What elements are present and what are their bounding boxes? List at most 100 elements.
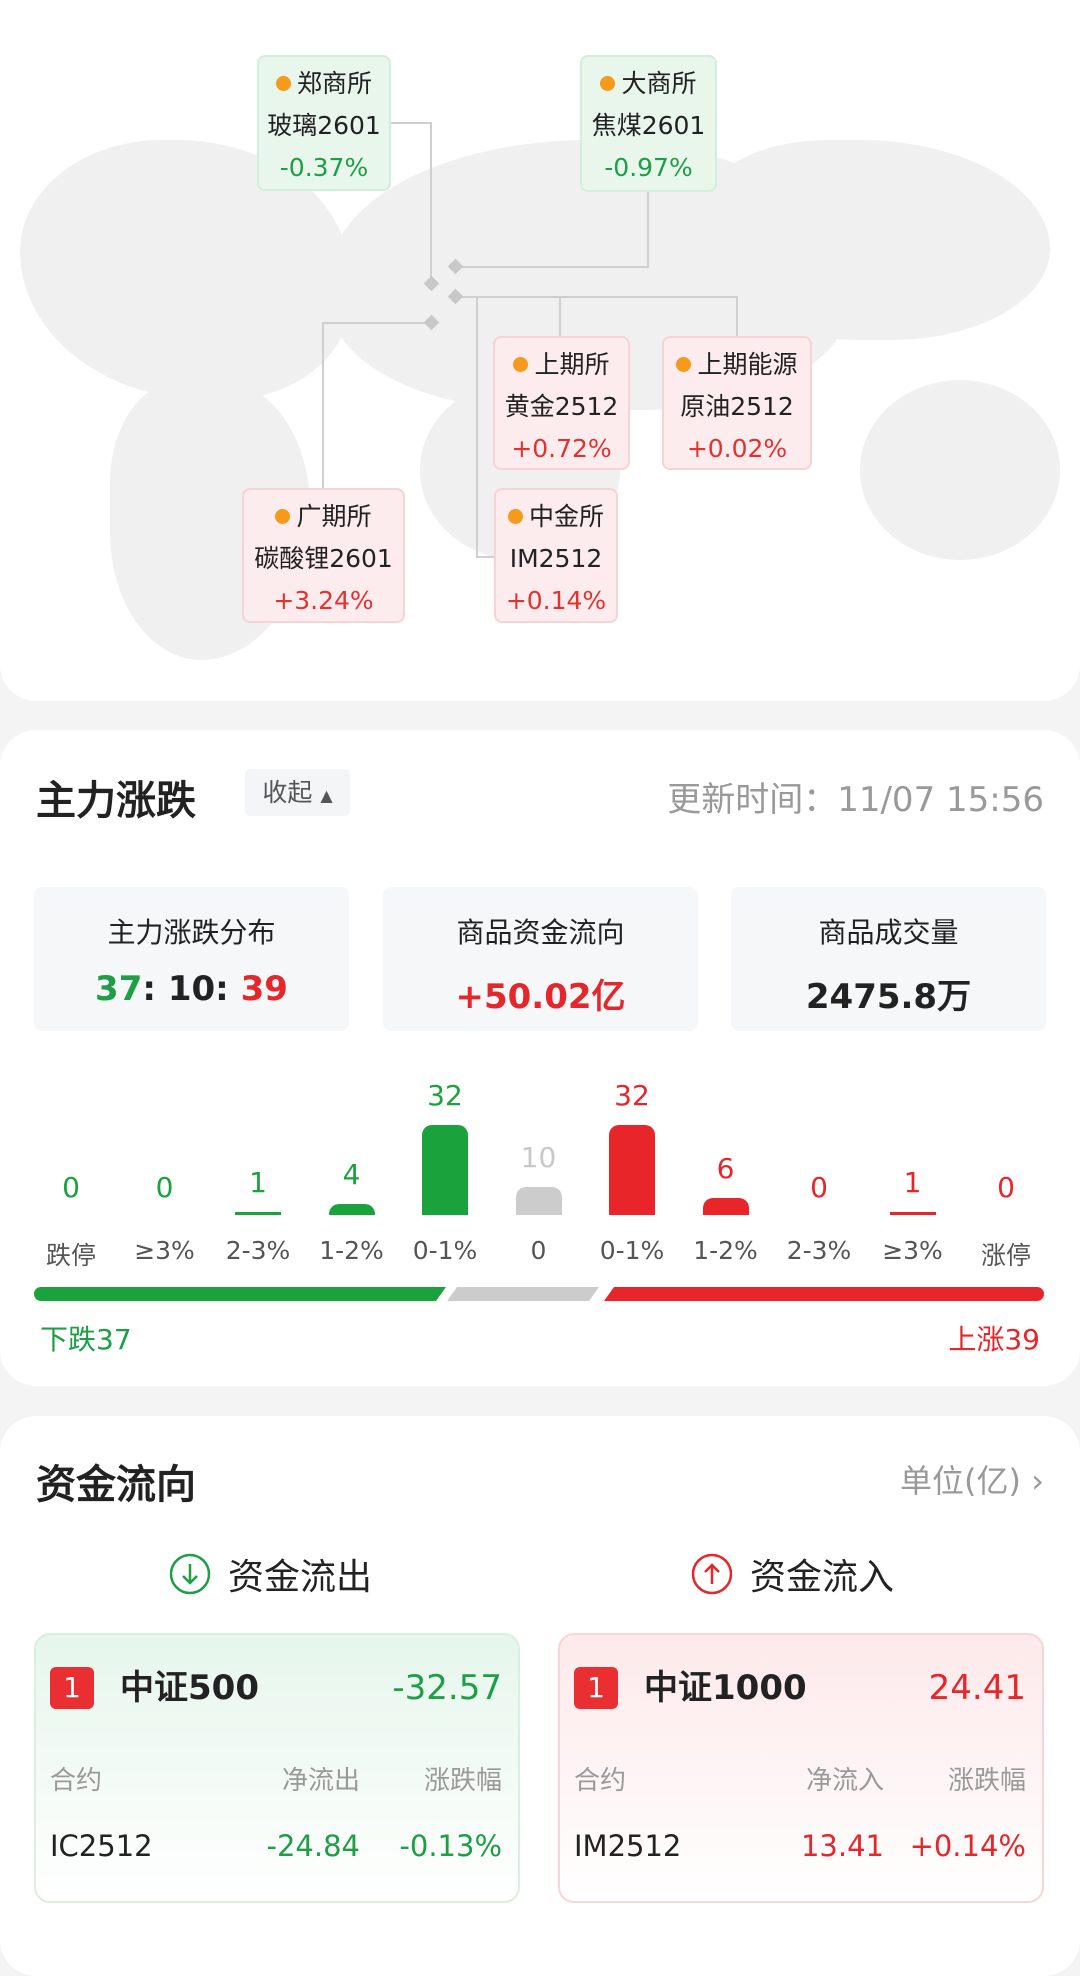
net-flow: 13.41 <box>800 1829 884 1863</box>
bar-count-label: 10 <box>520 1140 557 1174</box>
change-percent: +0.14% <box>909 1829 1026 1863</box>
contract-name: 焦煤2601 <box>591 111 706 140</box>
stat-distribution: 主力涨跌分布 37: 10: 39 <box>34 887 349 1031</box>
status-dot-icon <box>513 357 529 372</box>
col-net-flow: 净流出 <box>281 1766 360 1796</box>
change-percent: +3.24% <box>273 586 374 615</box>
contract-code: IC2512 <box>50 1829 153 1863</box>
category-label: ≥3% <box>134 1236 195 1265</box>
inflow-header: 资金流入 <box>690 1552 894 1598</box>
index-flow-value: 24.41 <box>928 1668 1026 1708</box>
stat-fund-flow: 商品资金流向 +50.02亿 <box>383 887 698 1031</box>
category-label: 涨停 <box>980 1241 1031 1270</box>
rise-fall-card <box>0 730 1080 1386</box>
stat-label: 商品资金流向 <box>456 916 625 949</box>
category-label: 0 <box>530 1236 547 1265</box>
exchange-name: 大商所 <box>621 69 697 98</box>
unit-link[interactable]: 单位(亿) › <box>900 1456 1044 1502</box>
bar-6 <box>609 1125 655 1215</box>
inflow-label: 资金流入 <box>750 1557 895 1598</box>
exchange-name: 上期所 <box>534 350 610 379</box>
bar-count-label: 0 <box>810 1171 828 1204</box>
separator: : <box>215 969 229 1009</box>
collapse-label: 收起 <box>262 778 313 807</box>
bar-5 <box>515 1186 562 1215</box>
col-change: 涨跌幅 <box>947 1766 1026 1796</box>
chevron-right-icon: › <box>1031 1462 1044 1500</box>
category-label: 跌停 <box>45 1241 96 1270</box>
change-percent: -0.97% <box>604 153 693 182</box>
bar-count-label: 1 <box>903 1166 922 1199</box>
flat-segment <box>447 1287 599 1301</box>
exchange-card-shfe[interactable]: 上期所 黄金2512 +0.72% <box>493 336 630 470</box>
col-net-flow: 净流入 <box>805 1766 884 1796</box>
caret-up-icon: ▲ <box>320 786 333 805</box>
stat-label: 商品成交量 <box>818 916 959 949</box>
stat-label: 主力涨跌分布 <box>107 916 276 949</box>
separator: : <box>142 969 156 1009</box>
category-label: 2-3% <box>786 1236 852 1265</box>
bar-2 <box>235 1212 281 1215</box>
rise-total: 上涨39 <box>948 1323 1040 1356</box>
bar-count-label: 0 <box>62 1171 80 1204</box>
change-percent: +0.72% <box>511 434 612 463</box>
change-percent: +0.14% <box>505 586 607 615</box>
net-flow: -24.84 <box>266 1829 361 1863</box>
exchange-name: 中金所 <box>528 502 604 531</box>
inflow-card[interactable]: 1 中证1000 24.41 合约 净流入 涨跌幅 IM2512 13.41 +… <box>558 1633 1044 1903</box>
contract-name: 原油2512 <box>680 392 794 421</box>
index-name: 中证1000 <box>644 1668 807 1708</box>
up-count: 39 <box>240 969 288 1009</box>
bar-count-label: 32 <box>614 1079 650 1112</box>
rank-badge: 1 <box>50 1667 94 1709</box>
category-label: ≥3% <box>882 1236 943 1265</box>
status-dot-icon <box>676 357 692 372</box>
bar-4 <box>422 1125 468 1215</box>
col-contract: 合约 <box>50 1766 103 1796</box>
exchange-card-zce[interactable]: 郑商所 玻璃2601 -0.37% <box>257 55 391 191</box>
contract-name: 玻璃2601 <box>267 111 381 140</box>
bar-9 <box>889 1212 936 1215</box>
bar-3 <box>328 1203 375 1215</box>
outflow-label: 资金流出 <box>228 1557 373 1598</box>
arrow-up-circle-icon <box>691 1553 733 1595</box>
rise-fall-ratio-bar <box>34 1287 1044 1301</box>
status-dot-icon <box>507 509 523 524</box>
rise-segment <box>604 1287 1044 1301</box>
section-title: 资金流向 <box>36 1462 196 1508</box>
flat-count: 10 <box>167 969 216 1009</box>
status-dot-icon <box>275 509 291 524</box>
rank-badge: 1 <box>574 1667 618 1709</box>
fall-total: 下跌37 <box>40 1323 132 1356</box>
contract-name: 碳酸锂2601 <box>254 544 393 573</box>
exchange-card-ine[interactable]: 上期能源 原油2512 +0.02% <box>662 336 812 470</box>
category-label: 0-1% <box>599 1236 665 1265</box>
change-percent: +0.02% <box>686 434 788 463</box>
bar-count-label: 1 <box>249 1166 267 1199</box>
bar-count-label: 0 <box>155 1171 174 1204</box>
stat-value: 2475.8万 <box>805 977 972 1017</box>
outflow-header: 资金流出 <box>168 1552 372 1598</box>
col-contract: 合约 <box>574 1766 627 1796</box>
bar-count-label: 0 <box>997 1171 1015 1204</box>
exchange-card-gfex[interactable]: 广期所 碳酸锂2601 +3.24% <box>242 488 405 623</box>
bar-count-label: 32 <box>427 1079 463 1112</box>
outflow-card[interactable]: 1 中证500 -32.57 合约 净流出 涨跌幅 IC2512 -24.84 … <box>34 1633 520 1903</box>
exchange-name: 郑商所 <box>296 69 372 98</box>
collapse-button[interactable]: 收起 ▲ <box>245 769 350 816</box>
index-flow-value: -32.57 <box>392 1668 502 1708</box>
exchange-card-cffex[interactable]: 中金所 IM2512 +0.14% <box>494 488 618 623</box>
index-name: 中证500 <box>120 1668 259 1708</box>
arrow-down-circle-icon <box>169 1553 211 1595</box>
category-label: 2-3% <box>225 1236 291 1265</box>
section-title: 主力涨跌 <box>36 778 196 824</box>
contract-code: IM2512 <box>574 1829 682 1863</box>
stat-volume: 商品成交量 2475.8万 <box>731 887 1046 1031</box>
category-label: 0-1% <box>412 1236 478 1265</box>
exchange-card-dce[interactable]: 大商所 焦煤2601 -0.97% <box>580 55 717 192</box>
contract-name: IM2512 <box>509 544 603 573</box>
change-percent: -0.37% <box>279 153 369 182</box>
update-time: 更新时间：11/07 15:56 <box>667 780 1044 820</box>
bar-count-label: 6 <box>716 1152 735 1186</box>
contract-name: 黄金2512 <box>504 392 619 421</box>
